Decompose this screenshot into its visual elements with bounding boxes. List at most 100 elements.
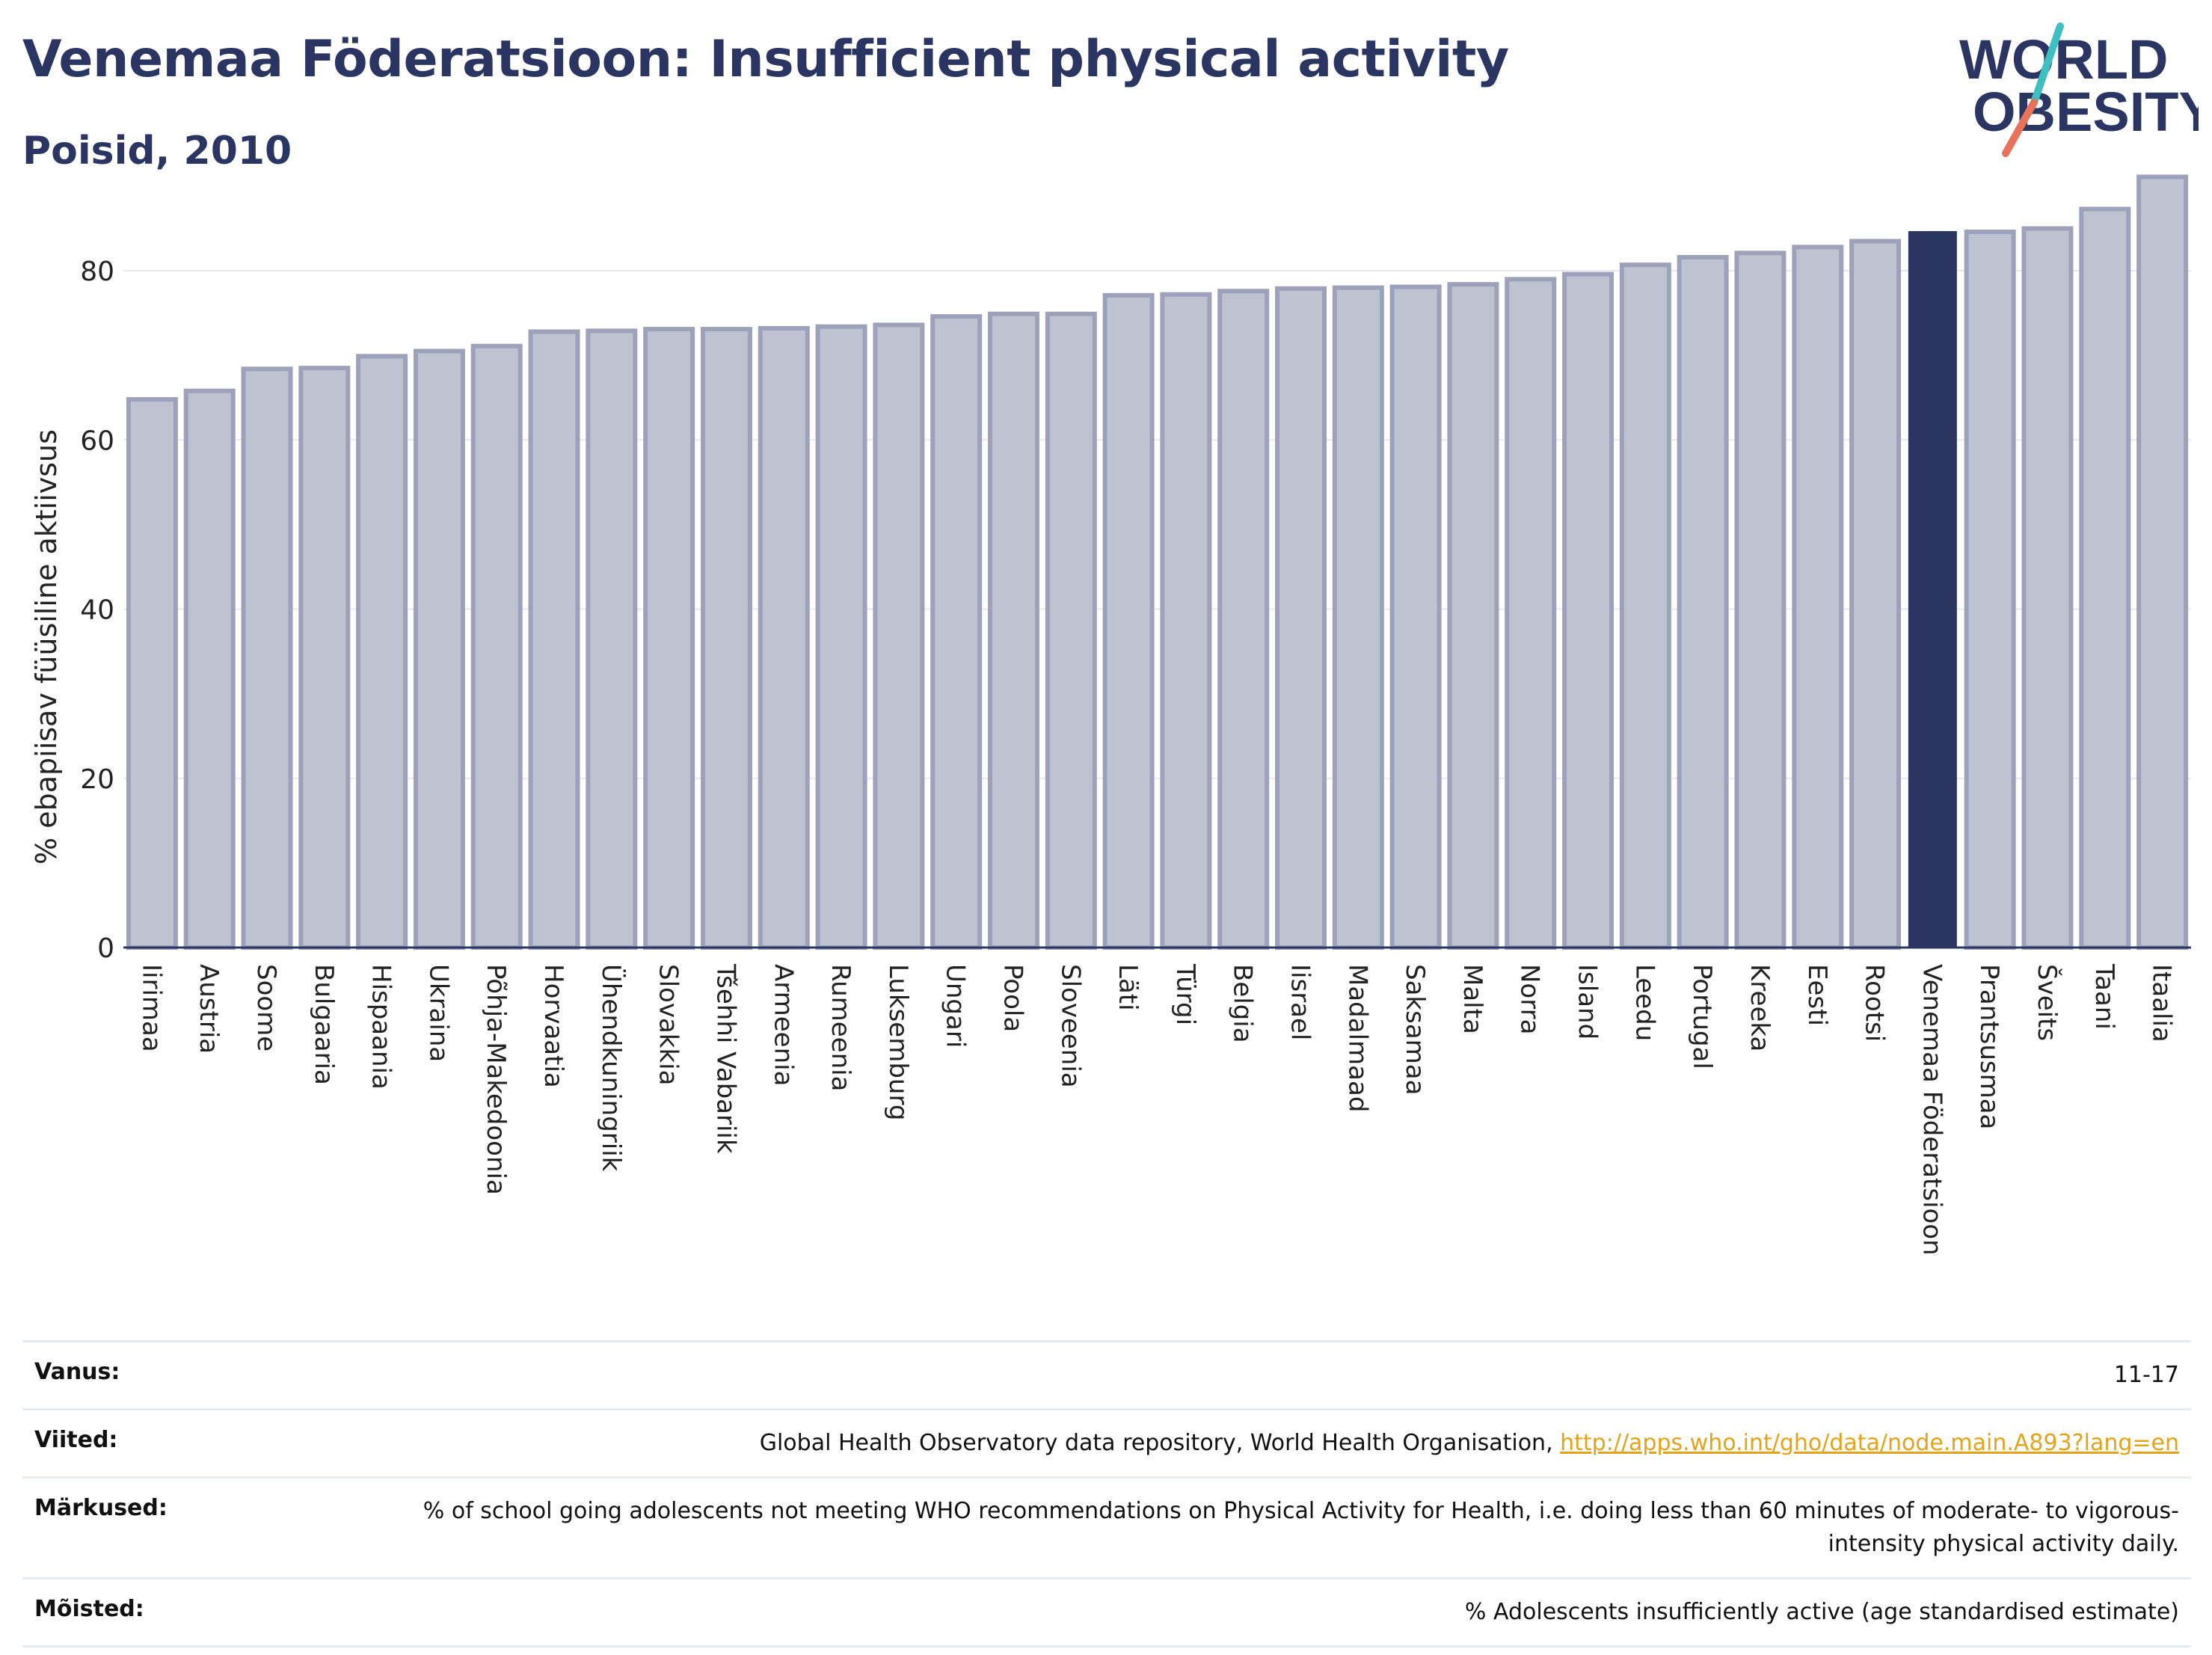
bar [1849, 239, 1902, 951]
x-tick-label: Madalmaad [1342, 964, 1372, 1112]
x-tick-label: Austria [194, 964, 224, 1054]
x-tick-label: Bulgaaria [309, 964, 339, 1085]
bar [1275, 286, 1327, 950]
x-tick-label: Tšehhi Vabariik [710, 963, 740, 1154]
x-tick-labels: Iirimaa Austria Soome Bulgaaria Hispaania Ukr… [136, 963, 2176, 1256]
info-value-text: % of school going adolescents not meetin… [423, 1498, 2179, 1557]
bar [1677, 254, 1729, 950]
bar [1045, 311, 1097, 950]
info-value-text: 11-17 [2113, 1362, 2179, 1388]
x-tick-label: Taani [2089, 963, 2119, 1030]
logo-line1: WORLD [1959, 28, 2169, 90]
x-tick-label: Eesti [1802, 964, 1832, 1026]
x-tick-label: Horvaatia [538, 964, 568, 1088]
x-tick-label: Venemaa Föderatsioon [1917, 964, 1947, 1256]
bar [413, 348, 465, 951]
y-tick-label: 60 [80, 426, 114, 456]
info-value-text: % Adolescents insufficiently active (age… [1464, 1599, 2179, 1625]
bar [987, 311, 1039, 950]
source-link[interactable]: http://apps.who.int/gho/data/node.main.A… [1560, 1430, 2179, 1456]
bar [1562, 271, 1615, 950]
info-value: 11-17 [345, 1342, 2191, 1410]
x-tick-label: Belgia [1228, 964, 1258, 1043]
x-tick-label: Kreeka [1745, 964, 1775, 1051]
bar [241, 366, 293, 950]
x-tick-label: Ukraina [423, 964, 453, 1062]
x-tick-label: Saksamaa [1400, 964, 1430, 1095]
x-tick-label: Prantsusmaa [1974, 964, 2004, 1129]
bar [298, 366, 351, 950]
logo-slash-teal [2030, 22, 2064, 106]
y-tick-labels: 0 20 40 60 80 [80, 257, 114, 964]
bar [1447, 282, 1499, 950]
info-value: % of school going adolescents not meetin… [345, 1478, 2191, 1579]
bar-highlight [1908, 231, 1957, 948]
bar [758, 325, 810, 950]
y-tick-label: 80 [80, 257, 114, 287]
bar [2136, 174, 2189, 951]
bar [1619, 262, 1671, 950]
bar [1332, 285, 1384, 950]
info-row: Mõisted: % Adolescents insufficiently act… [22, 1578, 2191, 1647]
bar [1964, 230, 2016, 950]
y-tick-label: 40 [80, 595, 114, 626]
bar [1389, 284, 1442, 950]
x-tick-label: Hispaania [366, 964, 396, 1090]
bar [1734, 251, 1787, 950]
x-tick-label: Rootsi [1860, 964, 1890, 1042]
bar [1792, 245, 1844, 951]
info-label: Viited: [34, 1427, 118, 1453]
logo-line2: OBESITY [1973, 81, 2199, 143]
info-row: Viited: Global Health Observatory data re… [22, 1409, 2191, 1478]
x-tick-label: Läti [1113, 964, 1143, 1011]
x-tick-label: Poola [998, 964, 1027, 1032]
x-tick-label: Türgi [1170, 963, 1200, 1025]
bar [643, 327, 695, 951]
x-tick-label: Malta [1457, 964, 1487, 1034]
bar [700, 327, 752, 951]
bars [126, 174, 2189, 951]
bar [815, 324, 867, 950]
info-table: Vanus: 11-17 Viited: Global Health Observat… [22, 1340, 2191, 1648]
x-tick-label: Soome [251, 964, 281, 1051]
bar [930, 314, 983, 950]
x-tick-label: Rumeenia [826, 964, 855, 1091]
x-tick-label: Itaalia [2147, 964, 2177, 1043]
info-value-text: Global Health Observatory data repositor… [759, 1430, 1561, 1456]
info-row: Vanus: 11-17 [22, 1341, 2191, 1410]
bar [1505, 277, 1557, 950]
y-tick-label: 20 [80, 764, 114, 795]
info-label: Vanus: [34, 1359, 120, 1385]
bar [586, 328, 638, 950]
page-title: Venemaa Föderatsioon: Insufficient physi… [22, 30, 1509, 89]
info-row: Märkused: % of school going adolescents n… [22, 1477, 2191, 1579]
bar [873, 322, 925, 950]
x-tick-label: Leedu [1629, 964, 1659, 1041]
info-label: Märkused: [34, 1495, 168, 1521]
y-tick-label: 0 [97, 933, 114, 964]
x-tick-label: Põhja-Makedoonia [481, 964, 511, 1195]
x-tick-label: Portugal [1687, 964, 1717, 1069]
bar [1102, 292, 1155, 950]
x-tick-label: Island [1573, 964, 1603, 1040]
info-value: Global Health Observatory data repositor… [345, 1410, 2191, 1478]
x-tick-label: Luksemburg [883, 964, 913, 1120]
bar-chart: 0 20 40 60 80 Iirimaa Austria Soome Bulgaaria Hi… [30, 174, 2191, 1256]
bar [528, 329, 580, 951]
x-tick-label: Šveits [2032, 964, 2062, 1041]
bar [1217, 289, 1270, 950]
y-axis-label: % ebapiisav füüsiline aktiivsus [30, 429, 63, 865]
x-tick-label: Iisrael [1285, 964, 1315, 1040]
world-obesity-logo: WORLD OBESITY [1959, 22, 2199, 157]
bar [2079, 206, 2131, 950]
x-tick-label: Norra [1515, 964, 1545, 1034]
info-label: Mõisted: [34, 1596, 144, 1622]
x-tick-label: Armeenia [768, 964, 798, 1086]
bar [470, 343, 523, 951]
x-tick-label: Ungari [941, 964, 971, 1048]
logo-slash-red [2002, 99, 2038, 157]
info-value: % Adolescents insufficiently active (age… [345, 1579, 2191, 1647]
bar [183, 388, 236, 950]
x-tick-label: Slovakkia [654, 964, 683, 1085]
x-tick-label: Ühendkuningriik [596, 964, 627, 1172]
